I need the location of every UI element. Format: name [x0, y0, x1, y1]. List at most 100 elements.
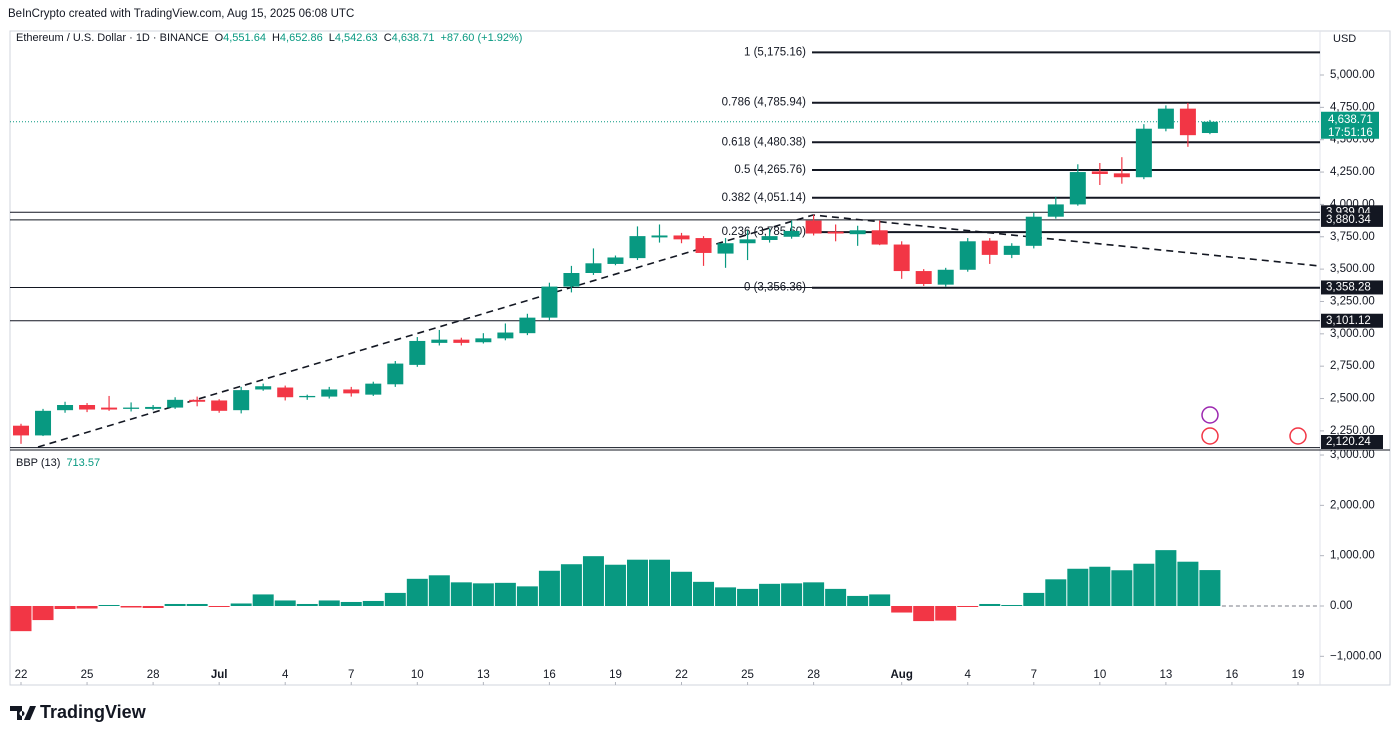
- bar: [186, 603, 208, 606]
- candle-body: [607, 257, 624, 264]
- candle-body: [35, 410, 52, 436]
- level-tag: [1321, 280, 1383, 295]
- logo-mark: [10, 706, 36, 720]
- bbp-pane: −1,000.00 0.00 1,000.00 2,000.00 3,000.00 22 2…: [10, 449, 1381, 685]
- candle-body: [519, 317, 536, 334]
- level-label: 3,358.28: [1326, 281, 1371, 293]
- x-tick-label: 7: [1031, 669, 1037, 681]
- bar: [1133, 563, 1155, 606]
- bar: [208, 605, 230, 607]
- y-tick-label: 2,500.00: [1330, 393, 1375, 405]
- ohlc-value: 4,542.63: [335, 32, 378, 44]
- candle-body: [343, 389, 360, 394]
- y-tick-label: 3,000.00: [1330, 328, 1375, 340]
- bar: [384, 592, 406, 606]
- event-icon[interactable]: [1201, 427, 1219, 445]
- bar: [913, 605, 935, 622]
- x-tick-label: 13: [477, 669, 490, 681]
- candle-body: [739, 239, 756, 244]
- bbp-name: BBP (13): [16, 457, 60, 469]
- x-tick-label: 19: [1292, 669, 1305, 681]
- bar: [32, 605, 54, 621]
- price-pane: 2,250.00 2,500.00 2,750.00 3,000.00 3,250.00…: [10, 46, 1383, 449]
- candle-body: [541, 286, 558, 318]
- bar: [957, 605, 979, 607]
- candle-body: [805, 220, 822, 234]
- candle-body: [1025, 216, 1042, 246]
- x-tick-label: 7: [348, 669, 354, 681]
- candle-body: [1091, 171, 1108, 174]
- candle-body: [211, 400, 228, 411]
- y-tick-label: 3,750.00: [1330, 231, 1375, 243]
- ohlc-value: 4,638.71: [392, 32, 435, 44]
- last-price-tag: [1321, 111, 1379, 139]
- y-tick-label: −1,000.00: [1330, 650, 1381, 662]
- y-tick-label: 3,000.00: [1330, 449, 1375, 461]
- bar: [1111, 570, 1133, 606]
- x-tick-label: 16: [1226, 669, 1239, 681]
- candle-body: [387, 363, 404, 385]
- bar: [737, 588, 759, 606]
- candle-body: [959, 241, 976, 270]
- x-tick-label: Jul: [211, 669, 228, 681]
- bar: [318, 600, 340, 606]
- bar: [10, 605, 32, 632]
- candle-body: [1003, 245, 1020, 255]
- x-tick-label: 10: [1093, 669, 1106, 681]
- candle-body: [233, 390, 250, 411]
- y-tick-label: 3,500.00: [1330, 263, 1375, 275]
- bar: [76, 605, 98, 609]
- x-tick-label: 13: [1159, 669, 1172, 681]
- candle-body: [409, 340, 426, 365]
- y-tick-label: 2,000.00: [1330, 499, 1375, 511]
- bar: [891, 605, 913, 613]
- ohlc-value: 4,652.86: [280, 32, 323, 44]
- attribution: BeInCrypto created with TradingView.com,…: [8, 8, 354, 20]
- bar: [1089, 566, 1111, 606]
- candle-body: [761, 236, 778, 240]
- y-tick-label: 2,750.00: [1330, 360, 1375, 372]
- change: +87.60 (+1.92%): [440, 32, 522, 44]
- x-tick-label: 25: [81, 669, 94, 681]
- bar: [450, 582, 472, 606]
- level-label: 3,880.34: [1326, 214, 1371, 226]
- bar: [648, 559, 670, 606]
- bar: [494, 582, 516, 606]
- candle-body: [717, 243, 734, 254]
- ohlc-key: O: [215, 32, 224, 44]
- candle-body: [475, 338, 492, 343]
- level-tag: [1321, 313, 1383, 328]
- event-icon[interactable]: [1289, 427, 1307, 445]
- bar: [340, 601, 362, 606]
- bar: [671, 571, 693, 606]
- bar: [847, 595, 869, 606]
- x-tick-label: 10: [411, 669, 424, 681]
- candle-body: [79, 405, 96, 410]
- bar: [142, 605, 164, 609]
- candle-body: [277, 387, 294, 398]
- candle-body: [695, 238, 712, 253]
- candle-body: [1113, 173, 1130, 178]
- bar: [1001, 604, 1023, 606]
- x-tick-label: 4: [282, 669, 289, 681]
- candle-body: [255, 386, 272, 390]
- bar: [516, 586, 538, 606]
- candle-body: [101, 407, 118, 410]
- bar: [428, 575, 450, 606]
- bar: [274, 600, 296, 606]
- candle-body: [1179, 108, 1196, 136]
- bar: [715, 587, 737, 606]
- fib-label: 0 (3,356.36): [744, 282, 806, 294]
- candle-body: [365, 383, 382, 395]
- bar: [230, 603, 252, 606]
- x-tick-label: 22: [15, 669, 28, 681]
- brand: TradingView: [40, 702, 147, 722]
- event-icon[interactable]: [1201, 406, 1219, 424]
- x-tick-label: 25: [741, 669, 754, 681]
- x-tick-label: 28: [807, 669, 820, 681]
- bar: [781, 583, 803, 606]
- candle-body: [167, 399, 184, 408]
